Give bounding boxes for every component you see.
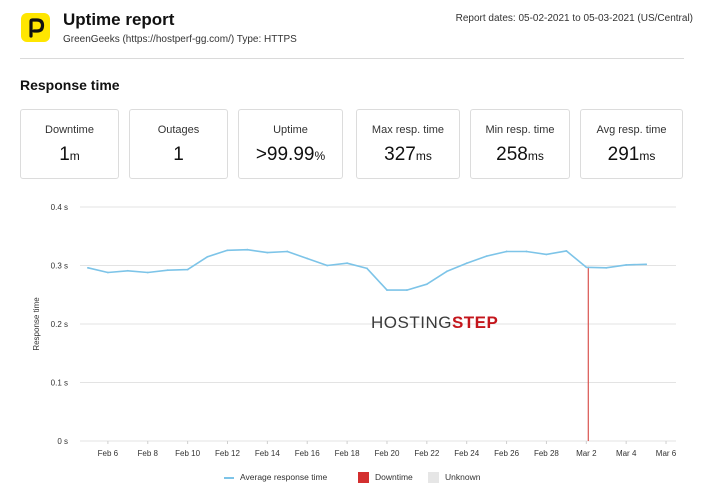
data-point: [146, 271, 149, 274]
x-tick-label: Feb 26: [494, 449, 519, 458]
data-point: [266, 251, 269, 254]
max-resp-card: Max resp. time 327ms: [356, 109, 460, 179]
response-time-chart: 0 s 0.1 s 0.2 s 0.3 s 0.4 s Feb 6 Feb 8 Feb 10 F…: [32, 203, 677, 458]
card-value: 327ms: [384, 144, 432, 165]
page-title: Uptime report: [63, 10, 175, 29]
y-axis-label: Response time: [32, 297, 41, 351]
monitor-subtitle: GreenGeeks (https://hostperf-gg.com/) Ty…: [63, 34, 297, 45]
color-swatch-icon: [358, 472, 369, 484]
x-tick-label: Feb 6: [98, 449, 119, 458]
y-tick-label: 0.2 s: [51, 320, 68, 329]
data-point: [505, 250, 508, 253]
data-point: [286, 250, 289, 253]
data-point: [625, 264, 628, 266]
card-label: Outages: [157, 124, 200, 136]
data-point: [107, 271, 109, 274]
data-point: [445, 270, 448, 273]
min-resp-card: Min resp. time 258ms: [470, 109, 570, 179]
data-point: [545, 253, 548, 256]
data-point: [406, 289, 408, 291]
x-tick-label: Mar 6: [656, 449, 677, 458]
data-point: [246, 248, 249, 251]
data-point: [485, 255, 488, 258]
y-tick-label: 0 s: [57, 437, 68, 446]
card-value: 1: [173, 144, 184, 165]
data-point: [366, 267, 368, 270]
x-tick-label: Feb 16: [295, 449, 320, 458]
x-tick-label: Feb 18: [335, 449, 360, 458]
x-tick-label: Feb 14: [255, 449, 280, 458]
data-point: [206, 255, 209, 258]
card-label: Max resp. time: [371, 124, 445, 136]
x-tick-label: Feb 28: [534, 449, 559, 458]
data-point: [306, 257, 309, 260]
card-value: 258ms: [496, 144, 544, 165]
data-point: [186, 268, 189, 271]
x-tick-label: Feb 20: [375, 449, 400, 458]
data-point: [326, 264, 329, 267]
legend-item-average: Average response time: [224, 472, 327, 482]
data-point: [425, 283, 428, 286]
x-tick-label: Feb 10: [175, 449, 200, 458]
data-point: [645, 263, 648, 266]
header-divider: [20, 58, 684, 59]
section-title: Response time: [20, 77, 120, 93]
y-tick-label: 0.3 s: [51, 262, 68, 271]
series-line-average-response-time: [87, 248, 647, 291]
x-tick-label: Feb 22: [414, 449, 439, 458]
data-point: [605, 266, 608, 269]
x-tick-label: Feb 24: [454, 449, 479, 458]
card-value: 1m: [59, 144, 80, 165]
card-label: Avg resp. time: [596, 124, 667, 136]
data-point: [386, 289, 388, 291]
line-swatch-icon: [224, 477, 234, 479]
legend-item-unknown: Unknown: [428, 472, 480, 484]
card-label: Uptime: [273, 124, 308, 136]
p-logo-icon: [29, 18, 45, 38]
report-dates: Report dates: 05-02-2021 to 05-03-2021 (…: [455, 13, 693, 24]
y-tick-label: 0.4 s: [51, 203, 68, 212]
uptime-card: Uptime >99.99%: [238, 109, 343, 179]
avg-resp-card: Avg resp. time 291ms: [580, 109, 683, 179]
data-point: [166, 269, 169, 272]
chart-legend: Average response time Downtime Unknown: [0, 472, 705, 484]
data-point: [346, 262, 349, 265]
card-value: >99.99%: [255, 144, 326, 165]
card-label: Downtime: [45, 124, 94, 136]
downtime-card: Downtime 1m: [20, 109, 119, 179]
y-tick-label: 0.1 s: [51, 379, 68, 388]
data-point: [585, 266, 588, 269]
color-swatch-icon: [428, 472, 439, 484]
data-point: [525, 250, 528, 253]
card-label: Min resp. time: [485, 124, 555, 136]
data-point: [565, 249, 568, 252]
x-tick-label: Feb 12: [215, 449, 240, 458]
stats-cards: Downtime 1m Outages 1 Uptime >99.99% Max…: [20, 109, 684, 181]
data-point: [87, 266, 89, 269]
legend-item-downtime: Downtime: [358, 472, 413, 484]
outages-card: Outages 1: [129, 109, 228, 179]
card-value: 291ms: [607, 144, 656, 165]
data-point: [226, 249, 229, 252]
hostingstep-watermark: HOSTINGSTEP: [371, 313, 499, 332]
data-point: [126, 269, 129, 272]
x-tick-label: Mar 2: [576, 449, 597, 458]
app-logo: [21, 13, 50, 42]
data-point: [465, 262, 468, 265]
x-tick-label: Mar 4: [616, 449, 637, 458]
x-tick-label: Feb 8: [138, 449, 159, 458]
